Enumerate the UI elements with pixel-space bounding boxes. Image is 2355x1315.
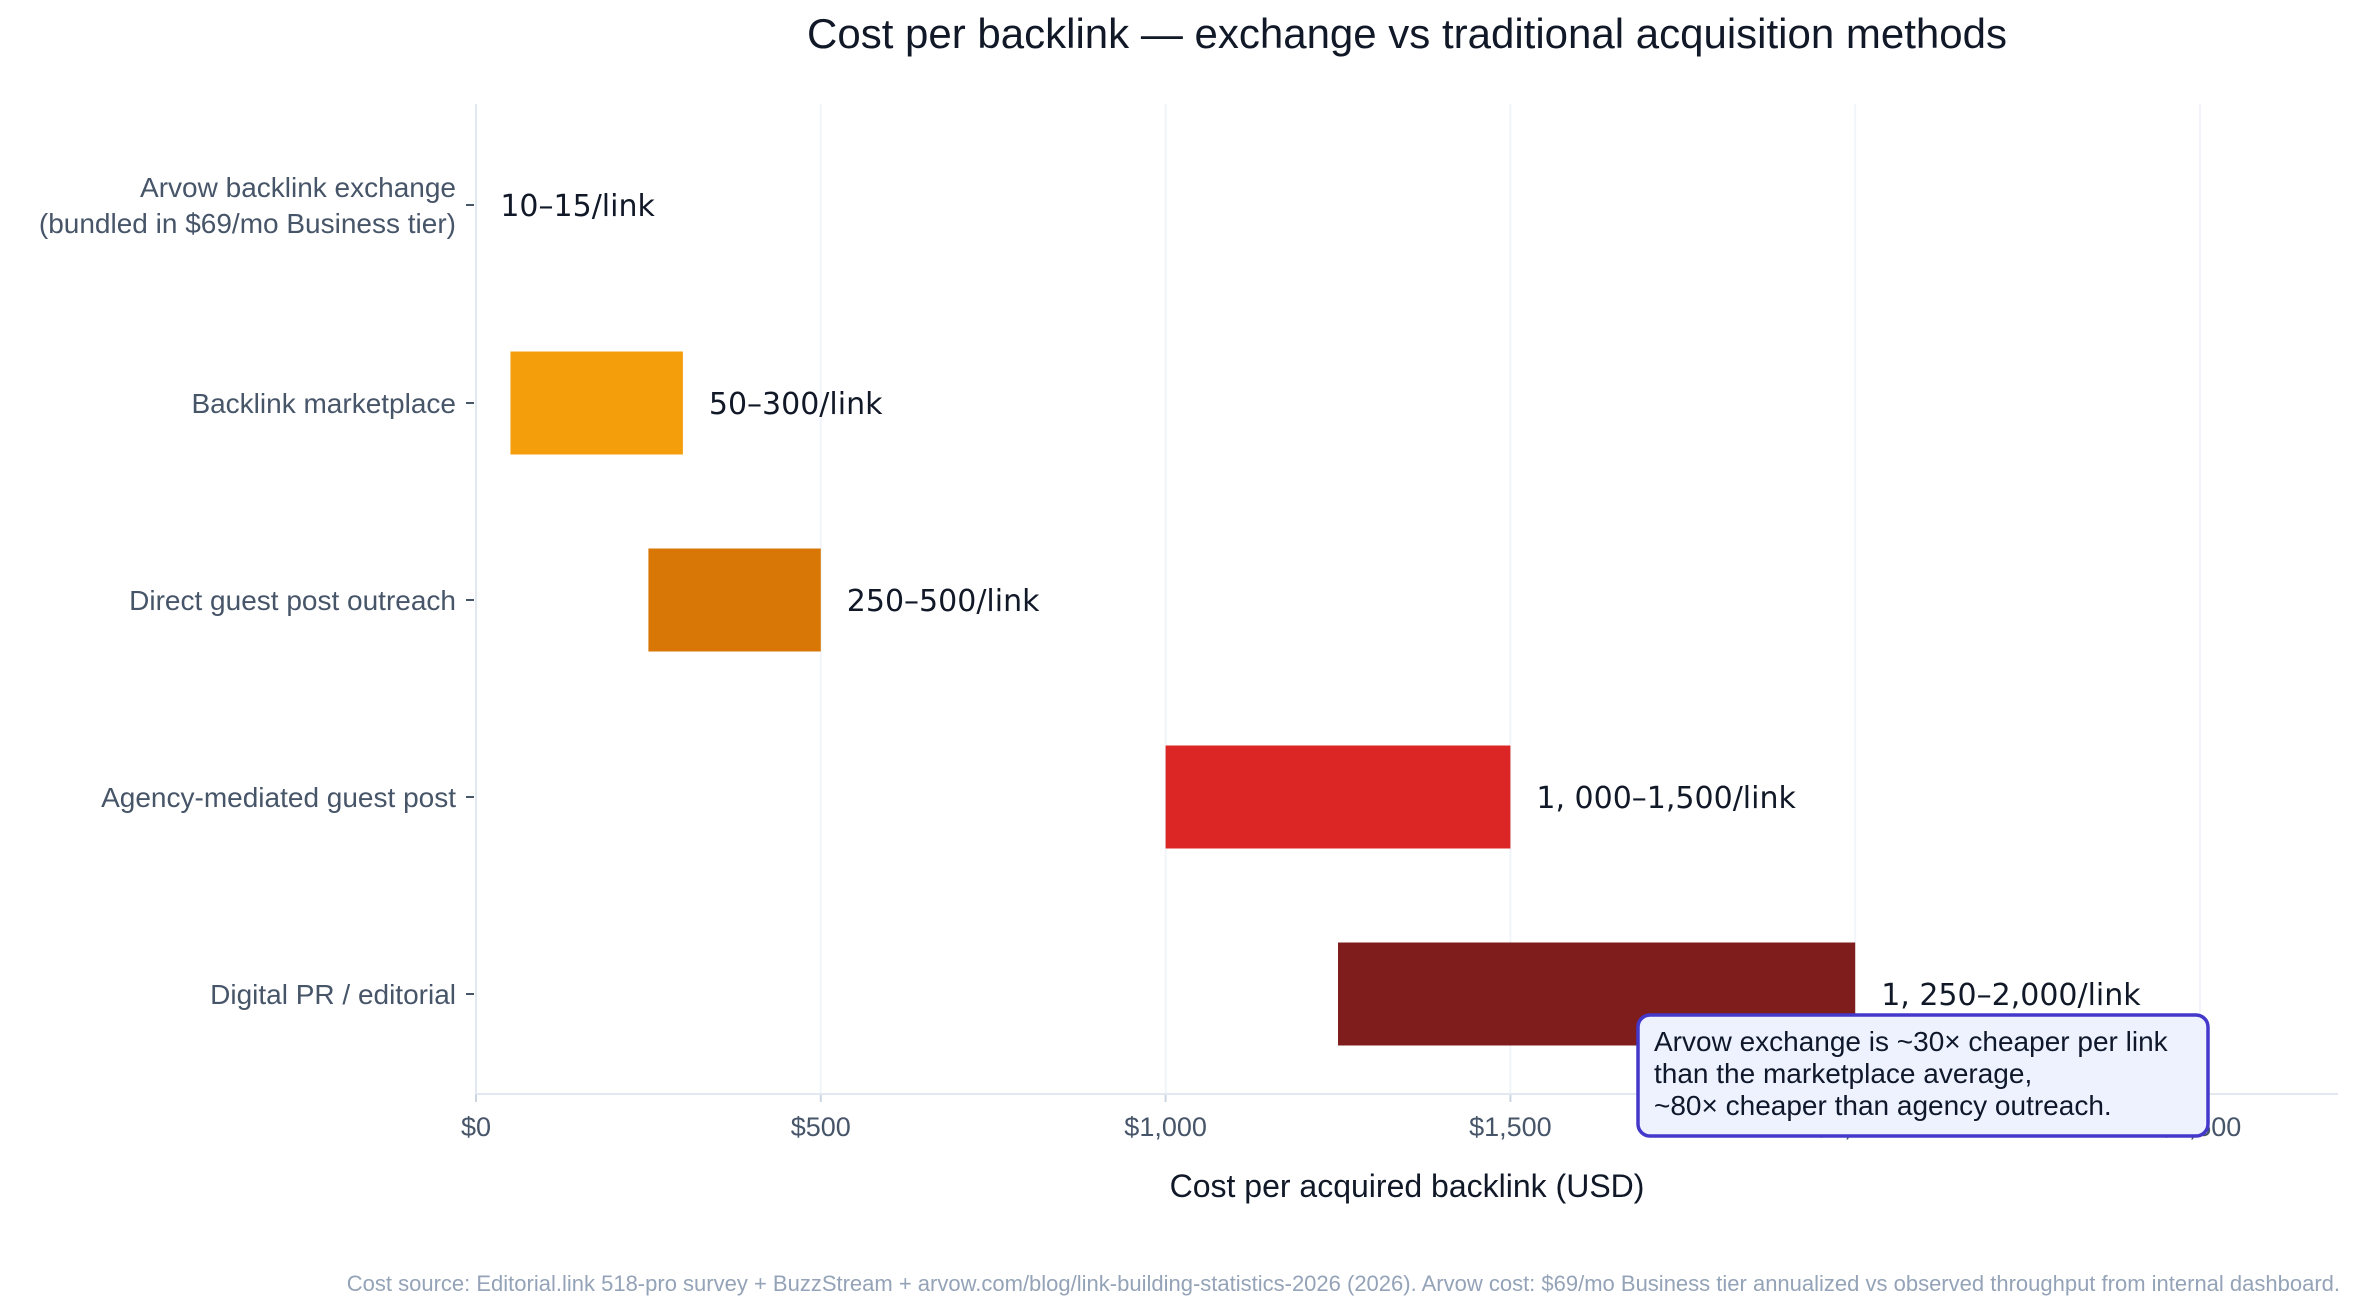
annotation-box-frame [1636, 1013, 2210, 1138]
category-label-line: Digital PR / editorial [210, 979, 456, 1010]
source-note: Cost source: Editorial.link 518-pro surv… [347, 1271, 2340, 1296]
category-label-line: Arvow backlink exchange [140, 172, 456, 203]
data-label: 1, 250–2,000/link [1881, 978, 2141, 1013]
data-label: 1, 000–1,500/link [1536, 781, 1796, 816]
annotation-box: Arvow exchange is ~30× cheaper per linkt… [1636, 1013, 2210, 1138]
category-label: Digital PR / editorial [210, 979, 456, 1010]
category-label: Agency-mediated guest post [101, 782, 456, 813]
category-label-line: (bundled in $69/mo Business tier) [39, 208, 456, 239]
x-axis-title: Cost per acquired backlink (USD) [1170, 1168, 1645, 1204]
category-label-line: Agency-mediated guest post [101, 782, 456, 813]
annotation-line: Arvow exchange is ~30× cheaper per link [1654, 1026, 2169, 1057]
category-label: Backlink marketplace [191, 388, 456, 419]
category-label-line: Direct guest post outreach [129, 585, 456, 616]
gridlines [819, 104, 2201, 1094]
data-labels: 10–15/link 50–300/link 250–500/link 1, 000–… [500, 189, 2141, 1013]
data-label: 10–15/link [500, 189, 655, 224]
range-bar [1165, 745, 1511, 849]
category-label: Arvow backlink exchange (bundled in $69/m… [39, 172, 456, 239]
category-labels: Arvow backlink exchange (bundled in $69/m… [39, 172, 456, 1010]
range-bar [510, 351, 683, 455]
range-bar [648, 548, 821, 652]
x-tick-label: $500 [791, 1112, 851, 1142]
bars [510, 351, 1856, 1046]
x-tick-label: $0 [461, 1112, 491, 1142]
annotation-line: ~80× cheaper than agency outreach. [1654, 1090, 2112, 1121]
x-tick-label: $1,000 [1124, 1112, 1207, 1142]
category-label-line: Backlink marketplace [191, 388, 456, 419]
x-tick-label: $1,500 [1469, 1112, 1552, 1142]
data-label: 250–500/link [847, 584, 1040, 619]
data-label: 50–300/link [709, 387, 883, 422]
annotation-line: than the marketplace average, [1654, 1058, 2032, 1089]
category-label: Direct guest post outreach [129, 585, 456, 616]
chart-title: Cost per backlink — exchange vs traditio… [807, 10, 2007, 57]
